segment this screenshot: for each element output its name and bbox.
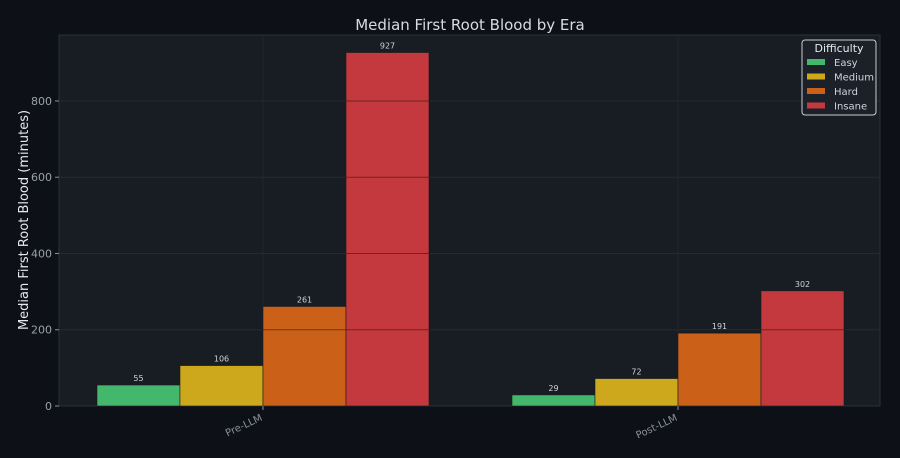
data-labels: 55 106 261 927 29 72 191 302 (133, 42, 810, 393)
data-label: 191 (712, 322, 727, 331)
y-tick-label: 0 (45, 400, 52, 413)
y-tick-label: 200 (31, 324, 52, 337)
legend-label-easy: Easy (834, 58, 858, 69)
bar-easy-post-llm (511, 394, 596, 407)
bar-hard-pre-llm (262, 306, 347, 407)
x-tick-label: Post-LLM (634, 413, 679, 442)
data-label: 29 (548, 384, 558, 393)
legend-swatch-insane (807, 102, 825, 109)
x-axis-ticks: Pre-LLM Post-LLM (224, 406, 679, 441)
legend-label-insane: Insane (834, 102, 867, 113)
legend-swatch-hard (807, 88, 825, 94)
y-tick-label: 600 (31, 171, 52, 184)
data-label: 72 (631, 368, 641, 377)
bar-medium-post-llm (594, 378, 679, 407)
bar-insane-post-llm (760, 290, 845, 407)
y-tick-label: 400 (31, 247, 52, 260)
data-label: 55 (133, 374, 143, 383)
data-label: 106 (214, 355, 229, 364)
bars (96, 52, 845, 407)
legend-title: Difficulty (814, 42, 864, 55)
bar-gridline-overlays (263, 100, 844, 331)
legend-swatch-easy (807, 59, 825, 65)
legend-label-medium: Medium (834, 73, 874, 84)
legend: Difficulty Easy Medium Hard Insane (801, 39, 877, 116)
bar-medium-pre-llm (179, 365, 264, 407)
x-tick-label: Pre-LLM (224, 413, 264, 440)
legend-swatch-medium (807, 73, 825, 80)
data-label: 927 (380, 42, 395, 51)
bar-hard-post-llm (677, 332, 762, 407)
chart-title: Median First Root Blood by Era (355, 16, 585, 34)
bar-insane-pre-llm (345, 52, 430, 407)
y-axis-label: Median First Root Blood (minutes) (17, 110, 32, 330)
legend-box (801, 39, 877, 116)
bar-easy-pre-llm (96, 384, 181, 407)
data-label: 302 (795, 280, 810, 289)
y-axis-ticks: 0 200 400 600 800 (31, 95, 59, 413)
y-tick-label: 800 (31, 95, 52, 108)
legend-label-hard: Hard (834, 87, 858, 98)
data-label: 261 (297, 295, 312, 304)
